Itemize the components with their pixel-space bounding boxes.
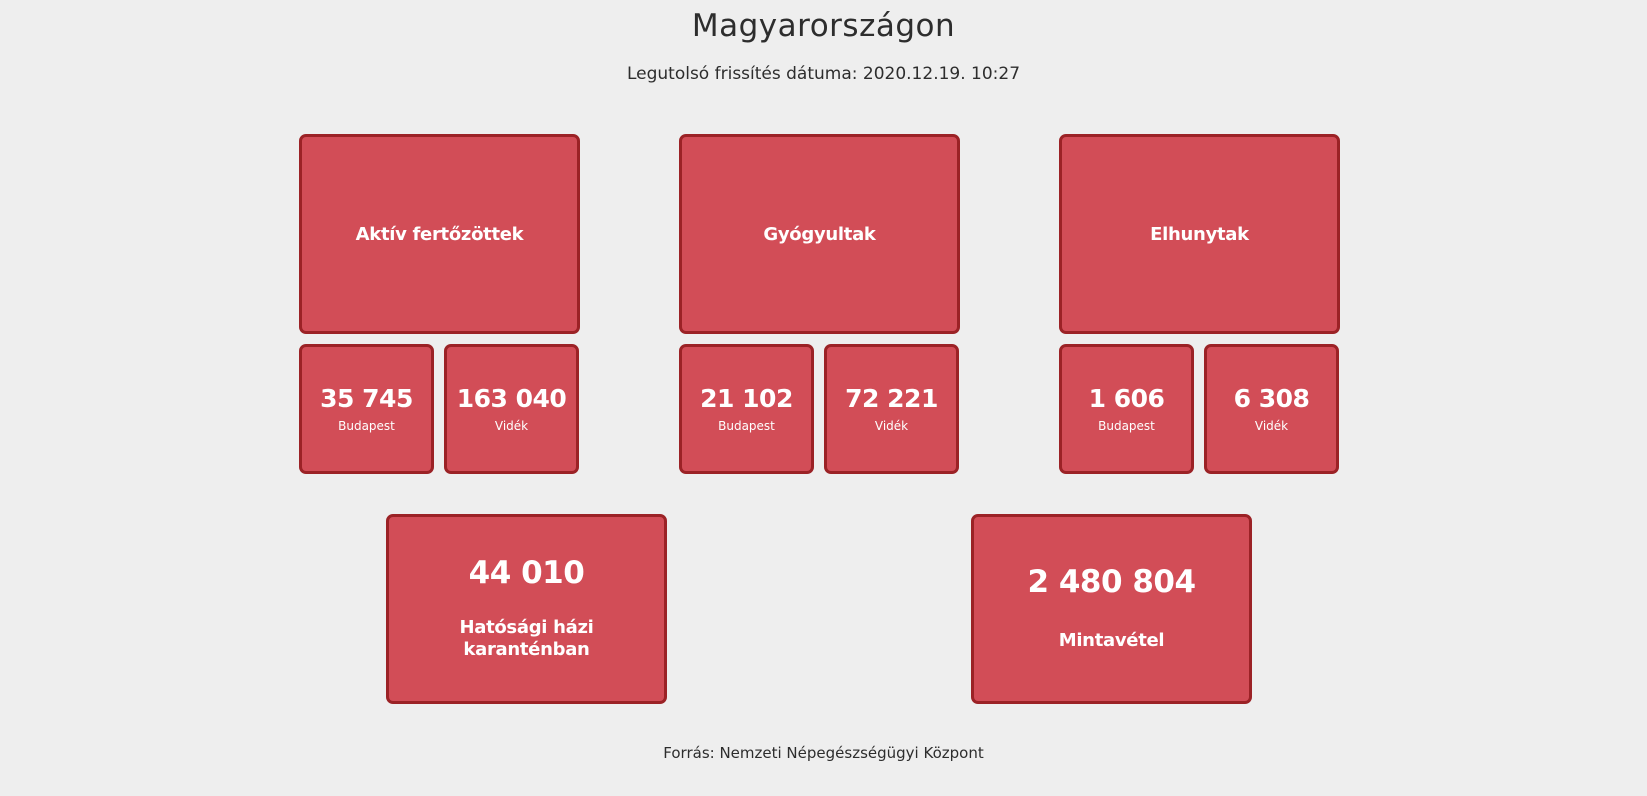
quarantine-label-line1: Hatósági házi [459, 616, 594, 638]
recovered-videk-value: 72 221 [845, 383, 938, 413]
samples-value: 2 480 804 [1027, 563, 1196, 600]
page-title: Magyarországon [691, 8, 956, 44]
quarantine-label: Hatósági házi karanténban [459, 617, 593, 661]
recovered-videk-card: 72 221 Vidék [824, 344, 959, 474]
active-infected-videk-card: 163 040 Vidék [444, 344, 579, 474]
active-infected-label: Aktív fertőzöttek [355, 223, 524, 245]
recovered-budapest-card: 21 102 Budapest [679, 344, 814, 474]
samples-card: 2 480 804 Mintavétel [971, 514, 1252, 704]
active-infected-card: Aktív fertőzöttek [299, 134, 580, 334]
deceased-budapest-card: 1 606 Budapest [1059, 344, 1194, 474]
quarantine-card: 44 010 Hatósági házi karanténban [386, 514, 667, 704]
quarantine-label-line2: karanténban [463, 638, 590, 660]
active-infected-budapest-label: Budapest [338, 418, 395, 433]
deceased-label: Elhunytak [1150, 223, 1249, 245]
recovered-card: Gyógyultak [679, 134, 960, 334]
deceased-videk-value: 6 308 [1233, 383, 1310, 413]
recovered-budapest-value: 21 102 [700, 383, 793, 413]
recovered-videk-label: Vidék [874, 418, 909, 433]
deceased-videk-label: Vidék [1254, 418, 1289, 433]
active-infected-budapest-card: 35 745 Budapest [299, 344, 434, 474]
recovered-label: Gyógyultak [763, 223, 876, 245]
deceased-card: Elhunytak [1059, 134, 1340, 334]
active-infected-budapest-value: 35 745 [320, 383, 413, 413]
last-update-text: Legutolsó frissítés dátuma: 2020.12.19. … [626, 64, 1021, 84]
samples-label: Mintavétel [1058, 629, 1165, 651]
recovered-budapest-label: Budapest [718, 418, 775, 433]
source-footer: Forrás: Nemzeti Népegészségügyi Központ [663, 744, 984, 762]
active-infected-videk-value: 163 040 [456, 383, 567, 413]
deceased-videk-card: 6 308 Vidék [1204, 344, 1339, 474]
deceased-budapest-label: Budapest [1098, 418, 1155, 433]
deceased-budapest-value: 1 606 [1088, 383, 1165, 413]
active-infected-videk-label: Vidék [494, 418, 529, 433]
quarantine-value: 44 010 [468, 554, 585, 591]
